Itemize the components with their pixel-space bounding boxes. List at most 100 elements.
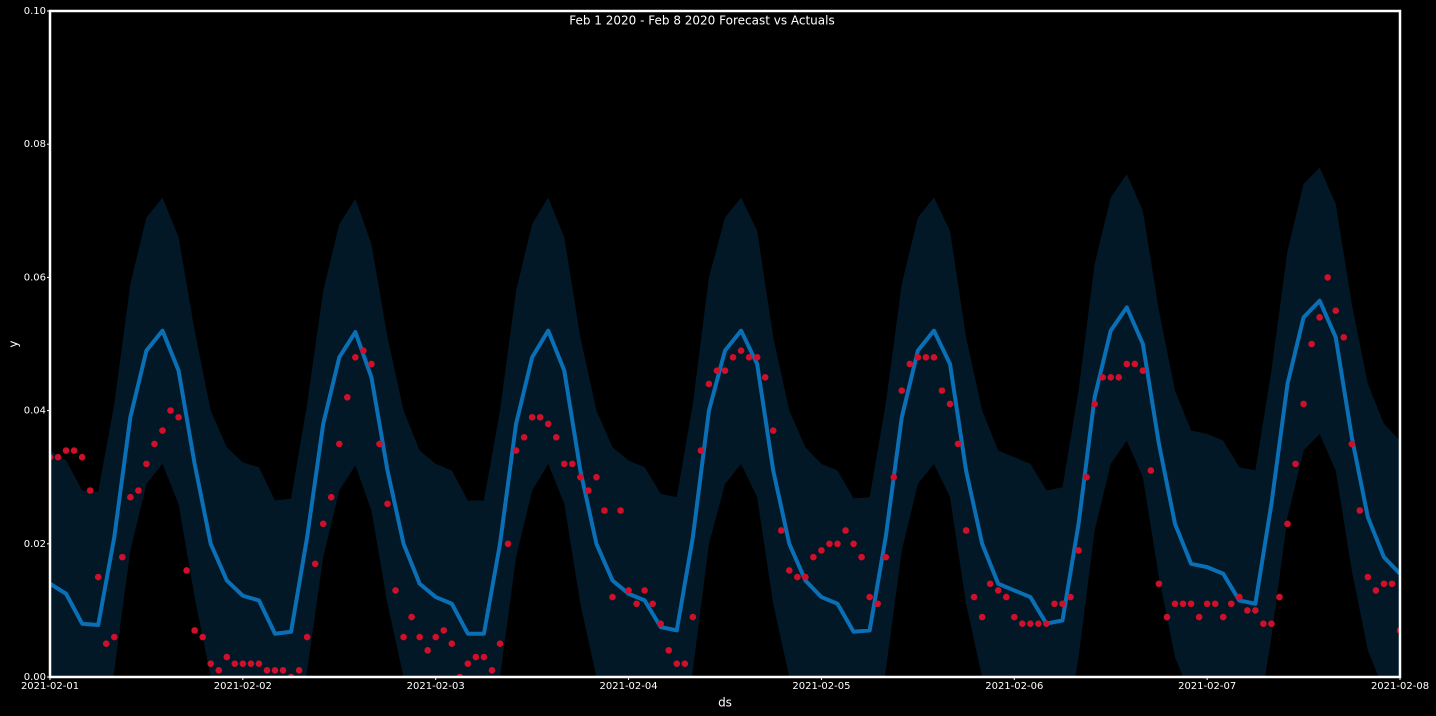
y-tick-label: 0.02 xyxy=(24,539,46,550)
actual-point xyxy=(102,640,110,647)
y-tick-label: 0.08 xyxy=(24,139,46,150)
actual-point xyxy=(392,587,399,594)
actual-point xyxy=(834,540,841,548)
actual-point xyxy=(1332,307,1340,315)
actual-point xyxy=(665,647,673,654)
actual-point xyxy=(175,413,182,421)
actual-point xyxy=(1219,613,1227,621)
actual-point xyxy=(1010,613,1018,621)
actual-point xyxy=(62,447,70,454)
actual-point xyxy=(488,667,496,674)
actual-point xyxy=(1147,467,1155,474)
actual-point xyxy=(882,553,890,561)
actual-point xyxy=(1364,573,1372,581)
actual-point xyxy=(577,473,584,481)
actual-point xyxy=(86,487,94,494)
actual-point xyxy=(552,433,560,441)
actual-point xyxy=(1388,580,1396,588)
actual-point xyxy=(713,367,721,374)
actual-point xyxy=(416,633,423,641)
actual-point xyxy=(94,573,102,581)
actual-point xyxy=(295,667,303,674)
actual-point xyxy=(1139,367,1147,374)
actual-point xyxy=(408,613,415,621)
actual-point xyxy=(1235,593,1243,601)
x-axis-label: ds xyxy=(718,696,732,710)
actual-point xyxy=(1155,580,1163,588)
actual-point xyxy=(110,633,118,641)
actual-point xyxy=(1244,607,1251,614)
actual-point xyxy=(826,540,833,548)
actual-point xyxy=(54,453,62,461)
actual-point xyxy=(1187,600,1195,608)
actual-point xyxy=(512,447,520,454)
actual-point xyxy=(810,553,817,561)
actual-point xyxy=(528,413,536,421)
actual-point xyxy=(1372,587,1380,594)
actual-point xyxy=(633,600,640,608)
y-axis-label: y xyxy=(7,340,21,347)
actual-point xyxy=(1252,607,1259,614)
actual-point xyxy=(697,447,705,454)
actual-point xyxy=(978,613,986,621)
actual-point xyxy=(1340,334,1348,341)
actual-point xyxy=(649,600,656,608)
actual-point xyxy=(1051,600,1058,608)
actual-point xyxy=(151,440,158,448)
x-tick-label: 2021-02-02 xyxy=(214,681,272,692)
actual-point xyxy=(255,660,263,667)
actual-point xyxy=(585,487,592,494)
actual-point xyxy=(207,660,215,667)
actual-point xyxy=(1179,600,1187,608)
actual-point xyxy=(1091,400,1098,408)
actual-point xyxy=(705,380,713,388)
actual-point xyxy=(127,493,134,501)
actual-point xyxy=(818,547,825,554)
actual-point xyxy=(1123,360,1131,368)
actual-point xyxy=(1300,400,1307,408)
actual-point xyxy=(520,433,528,441)
actual-point xyxy=(689,613,697,621)
actual-point xyxy=(368,360,375,368)
actual-point xyxy=(1260,620,1267,628)
actual-point xyxy=(384,500,391,508)
actual-point xyxy=(279,667,287,674)
actual-point xyxy=(842,527,849,534)
actual-point xyxy=(1324,274,1331,281)
actual-point xyxy=(737,347,745,354)
chart-title: Feb 1 2020 - Feb 8 2020 Forecast vs Actu… xyxy=(569,14,834,28)
actual-point xyxy=(994,587,1002,594)
actual-point xyxy=(376,440,383,448)
actual-point xyxy=(223,653,231,661)
actual-point xyxy=(504,540,512,548)
actual-point xyxy=(617,507,624,514)
actual-point xyxy=(1035,620,1042,628)
actual-point xyxy=(753,354,761,361)
actual-point xyxy=(135,487,142,494)
actual-point xyxy=(794,573,801,581)
actual-point xyxy=(352,354,359,361)
x-tick-label: 2021-02-08 xyxy=(1371,681,1429,692)
actual-point xyxy=(922,354,930,361)
actual-point xyxy=(480,653,488,661)
actual-point xyxy=(1171,600,1179,608)
x-tick-label: 2021-02-04 xyxy=(600,681,658,692)
actual-point xyxy=(1203,600,1211,608)
actual-point xyxy=(721,367,729,374)
actual-point xyxy=(890,473,898,481)
actual-point xyxy=(496,640,504,647)
actual-point xyxy=(858,553,865,561)
actual-point xyxy=(866,593,873,601)
actual-point xyxy=(769,427,777,434)
actual-point xyxy=(536,413,544,421)
actual-point xyxy=(247,660,255,667)
actual-point xyxy=(1348,440,1356,448)
actual-point xyxy=(609,593,616,601)
x-tick-label: 2021-02-01 xyxy=(21,681,79,692)
actual-point xyxy=(1099,374,1106,381)
actual-point xyxy=(898,387,906,394)
actual-point xyxy=(1292,460,1299,468)
actual-point xyxy=(970,593,978,601)
